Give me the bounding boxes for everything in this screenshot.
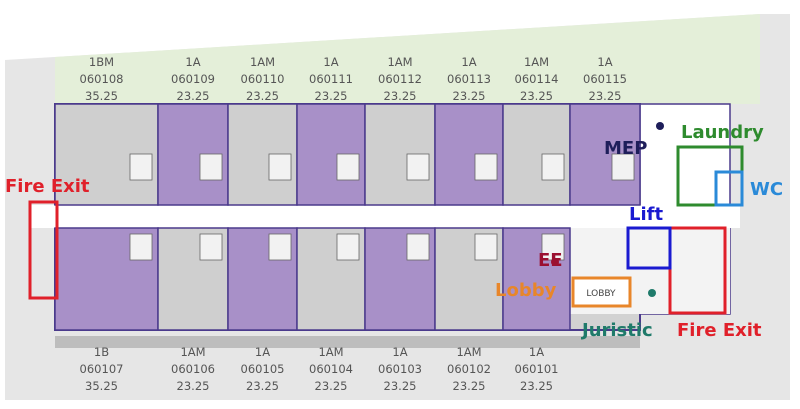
unit-area: 23.25 <box>453 89 486 103</box>
bathroom <box>268 233 292 261</box>
mep-marker <box>656 122 664 130</box>
unit-type: 1AM <box>180 345 205 359</box>
bathroom <box>336 153 360 181</box>
unit-area: 23.25 <box>177 379 210 393</box>
unit-type: 1B <box>94 345 109 359</box>
unit-area: 23.25 <box>384 89 417 103</box>
unit-number: 060105 <box>241 362 285 376</box>
unit-number: 060112 <box>378 72 422 86</box>
bathroom <box>406 153 430 181</box>
annotation: Lobby <box>495 280 557 301</box>
unit-number: 060109 <box>171 72 215 86</box>
fire-exit-box <box>668 226 727 315</box>
bathroom <box>129 233 153 261</box>
bathroom <box>268 153 292 181</box>
wc-box <box>714 170 744 207</box>
unit-area: 35.25 <box>85 379 118 393</box>
juristic-marker <box>648 289 656 297</box>
unit-type: 1A <box>392 345 407 359</box>
annotation: EE <box>538 250 563 271</box>
unit-area: 23.25 <box>246 89 279 103</box>
units: 1BM 060108 35.25 1A 060109 23.25 1AM 060110 23.2… <box>54 55 641 393</box>
unit-type: 1A <box>185 55 200 69</box>
unit-type: 1A <box>529 345 544 359</box>
unit-number: 060115 <box>583 72 627 86</box>
unit-type: 1A <box>255 345 270 359</box>
bathroom <box>541 153 565 181</box>
fire-exit-box <box>28 200 59 300</box>
unit-area: 35.25 <box>85 89 118 103</box>
bathroom <box>474 233 498 261</box>
unit-number: 060113 <box>447 72 491 86</box>
unit-type: 1AM <box>387 55 412 69</box>
unit-type: 1AM <box>456 345 481 359</box>
annotation: Fire Exit <box>5 176 90 197</box>
lift-box <box>626 226 672 270</box>
bathroom <box>199 233 223 261</box>
unit-number: 060102 <box>447 362 491 376</box>
unit-type: 1A <box>597 55 612 69</box>
unit-area: 23.25 <box>520 89 553 103</box>
annotation: Juristic <box>580 320 653 341</box>
unit-area: 23.25 <box>315 89 348 103</box>
unit-number: 060101 <box>515 362 559 376</box>
unit-type: 1AM <box>318 345 343 359</box>
annotation: WC <box>750 179 783 200</box>
unit-number: 060107 <box>80 362 124 376</box>
room-label: LOBBY <box>586 289 616 299</box>
unit-area: 23.25 <box>315 379 348 393</box>
annotation: Laundry <box>681 122 764 143</box>
unit-type: 1A <box>461 55 476 69</box>
bathroom <box>336 233 360 261</box>
unit-number: 060108 <box>80 72 124 86</box>
bathroom <box>199 153 223 181</box>
bathroom <box>474 153 498 181</box>
unit-area: 23.25 <box>453 379 486 393</box>
unit <box>157 103 229 206</box>
bathroom <box>611 153 635 181</box>
unit-type: 1AM <box>250 55 275 69</box>
unit-type: 1BM <box>89 55 114 69</box>
unit-area: 23.25 <box>384 379 417 393</box>
unit-area: 23.25 <box>246 379 279 393</box>
annotation: MEP <box>604 138 647 159</box>
bathroom <box>129 153 153 181</box>
unit-number: 060106 <box>171 362 215 376</box>
corridor <box>30 205 740 228</box>
unit-area: 23.25 <box>589 89 622 103</box>
unit-number: 060111 <box>309 72 353 86</box>
bathroom <box>406 233 430 261</box>
lobby-box <box>571 276 632 308</box>
annotation: Fire Exit <box>677 320 762 341</box>
garden <box>55 14 760 104</box>
walkway <box>55 336 640 348</box>
unit-area: 23.25 <box>177 89 210 103</box>
annotation: Lift <box>629 204 663 225</box>
unit-number: 060104 <box>309 362 353 376</box>
unit-type: 1AM <box>524 55 549 69</box>
ee-marker <box>551 258 559 266</box>
unit-number: 060103 <box>378 362 422 376</box>
unit-area: 23.25 <box>520 379 553 393</box>
unit-type: 1A <box>323 55 338 69</box>
unit-number: 060114 <box>515 72 559 86</box>
unit-number: 060110 <box>241 72 285 86</box>
